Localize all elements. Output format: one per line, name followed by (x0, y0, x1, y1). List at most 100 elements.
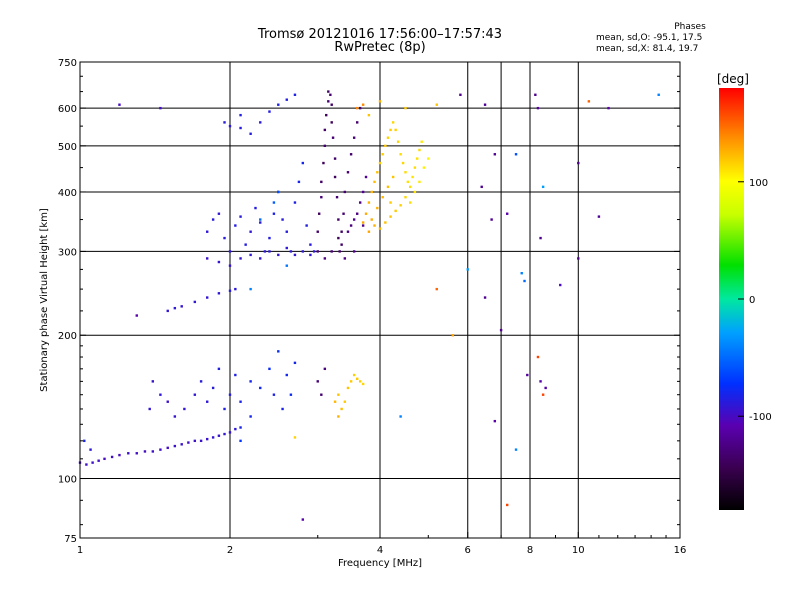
echo-point (435, 287, 438, 291)
echo-point (305, 224, 308, 227)
echo-point (384, 144, 387, 148)
echo-point (367, 113, 371, 117)
echo-point (277, 190, 280, 194)
echo-point (349, 380, 353, 383)
echo-point (249, 253, 252, 257)
echo-point (378, 227, 382, 230)
echo-point (404, 195, 407, 199)
echo-point (404, 106, 407, 110)
echo-point (301, 250, 305, 253)
echo-point (335, 195, 339, 199)
echo-point (352, 136, 356, 139)
echo-point (239, 126, 242, 130)
echo-point (272, 393, 276, 396)
echo-point (223, 407, 226, 411)
echo-point (361, 190, 365, 194)
echo-point (370, 190, 373, 194)
echo-point (358, 201, 362, 204)
echo-point (193, 393, 197, 396)
echo-point (249, 287, 252, 291)
echo-point (151, 380, 155, 383)
echo-point (361, 382, 365, 386)
echo-point (228, 264, 232, 267)
echo-point (338, 250, 341, 253)
echo-point (193, 439, 197, 443)
echo-point (317, 212, 321, 215)
echo-point (420, 140, 423, 143)
echo-point (239, 439, 242, 443)
echo-point (239, 215, 242, 218)
echo-point (523, 279, 526, 283)
axis-ticks: 1 2 4 6 8 10 16 75 100 200 300 400 500 600 750 (58, 58, 686, 556)
echo-point (541, 185, 545, 189)
echo-point (657, 93, 660, 96)
x-tick-label: 1 (77, 545, 83, 556)
echo-point (159, 393, 162, 396)
echo-point (148, 407, 151, 411)
x-tick-label: 4 (377, 545, 383, 556)
echo-point (173, 444, 177, 448)
echo-point (349, 224, 353, 227)
echo-point (205, 437, 209, 441)
echo-point (597, 215, 601, 218)
echo-point (281, 407, 284, 411)
x-axis-label: Frequency [MHz] (338, 558, 422, 569)
echo-point (316, 230, 319, 233)
echo-point (193, 300, 197, 304)
echo-point (373, 224, 376, 227)
echo-point (404, 171, 407, 174)
echo-point (166, 446, 169, 450)
echo-point (281, 218, 284, 221)
echo-point (272, 201, 276, 204)
colorbar-tick-label: 100 (749, 178, 768, 189)
stats-x-mode: mean, sd,X: 81.4, 19.7 (596, 44, 699, 54)
echo-point (352, 250, 356, 253)
echo-point (135, 314, 138, 317)
echo-point (234, 373, 237, 377)
echo-point (223, 432, 226, 436)
echo-point (285, 98, 288, 101)
echo-point (205, 257, 209, 260)
echo-point (259, 121, 262, 124)
echo-point (389, 128, 392, 132)
stats-o-mode: mean, sd,O: -95.1, 17.5 (596, 33, 703, 43)
echo-point (343, 190, 347, 194)
echo-point (514, 448, 518, 451)
echo-point (505, 212, 509, 215)
echo-point (249, 415, 252, 418)
echo-point (211, 218, 215, 221)
echo-point (346, 171, 350, 174)
echo-point (435, 103, 438, 106)
echo-point (239, 400, 242, 403)
echo-point (259, 218, 262, 221)
echo-point (301, 518, 305, 521)
echo-point (293, 93, 297, 96)
echo-point (370, 218, 373, 221)
echo-point (263, 250, 267, 253)
echo-point (384, 221, 387, 224)
echo-point (223, 236, 226, 240)
echo-point (346, 230, 350, 233)
echo-point (277, 103, 280, 106)
echo-point (499, 328, 503, 332)
echo-point (343, 400, 347, 403)
echo-point (541, 393, 545, 396)
echo-point (361, 103, 365, 106)
x-tick-label: 16 (674, 545, 687, 556)
echo-point (228, 431, 232, 434)
echo-point (277, 253, 280, 257)
echo-point (312, 250, 316, 253)
echo-point (607, 106, 610, 110)
y-tick-label: 300 (58, 247, 77, 258)
echo-point (514, 153, 518, 156)
echo-point (244, 243, 247, 246)
echo-point (358, 380, 362, 383)
echo-point (205, 296, 209, 299)
echo-point (534, 93, 537, 96)
echo-point (418, 180, 421, 184)
echo-point (539, 236, 542, 240)
echo-point (333, 400, 337, 403)
echo-point (301, 161, 305, 165)
echo-point (217, 260, 221, 264)
echo-point (183, 407, 186, 411)
